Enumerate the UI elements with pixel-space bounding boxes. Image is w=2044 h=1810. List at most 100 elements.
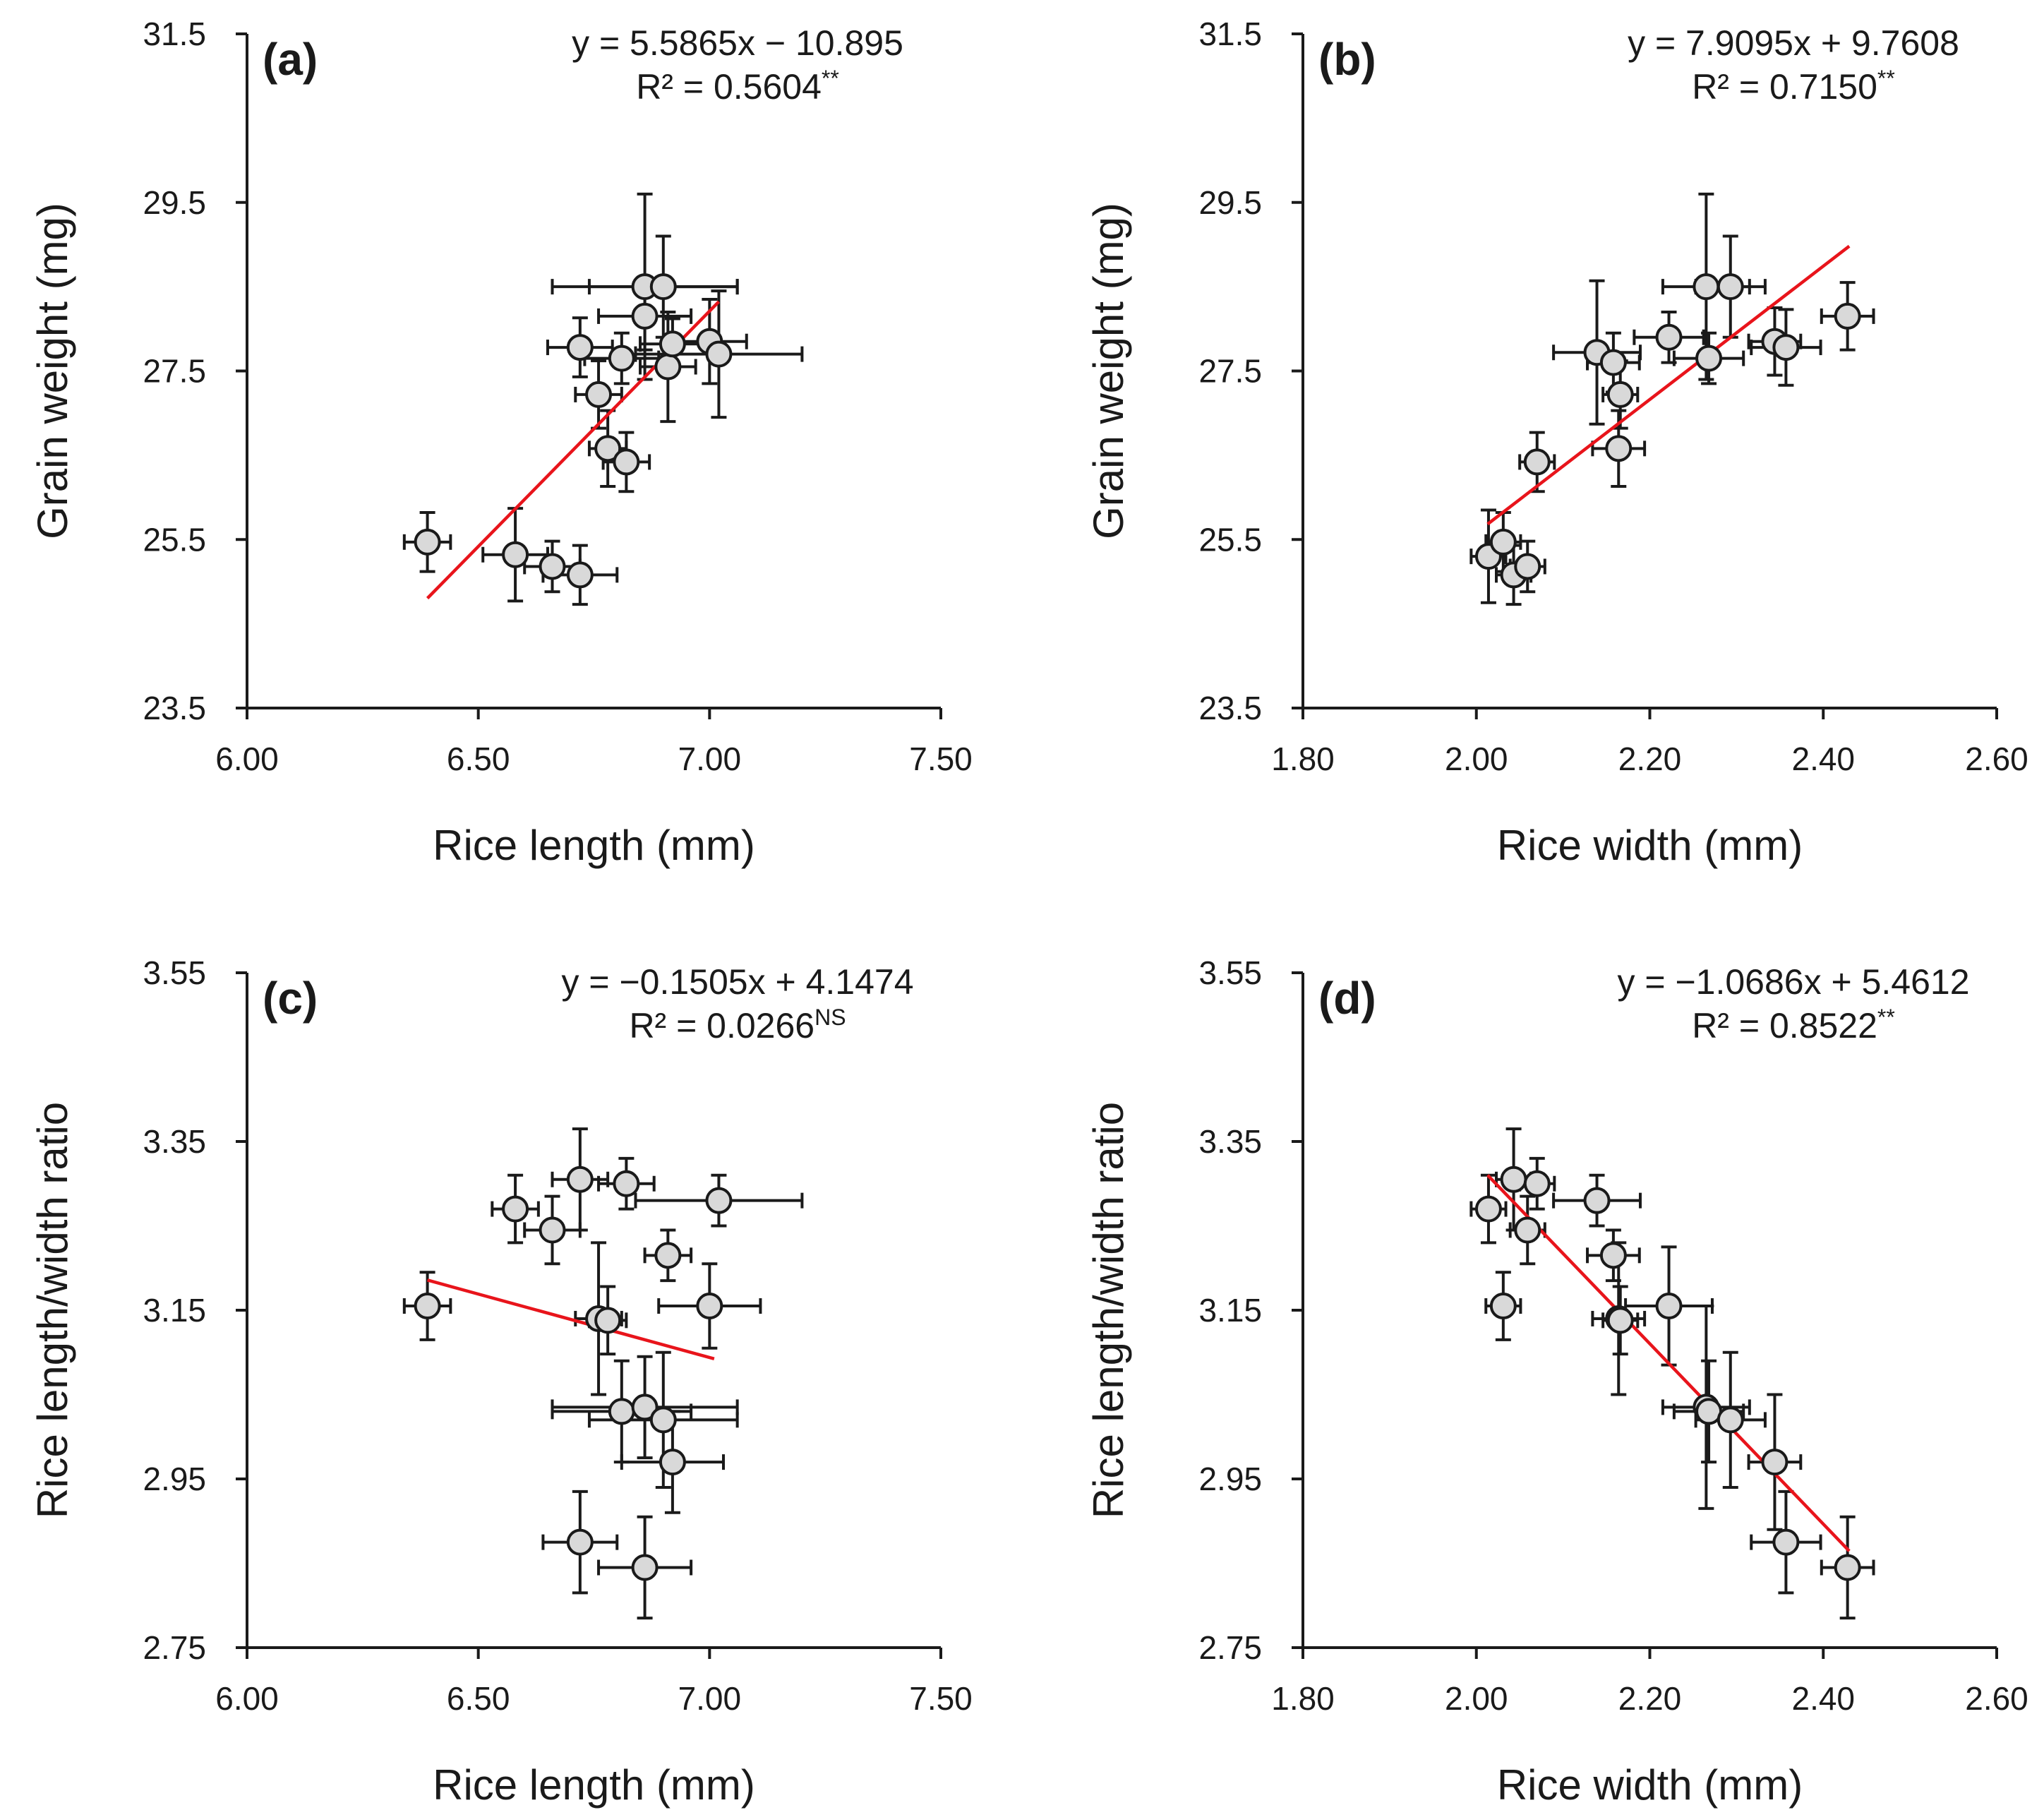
point-marker: [539, 553, 566, 580]
y-tick-label: 29.5: [143, 184, 206, 221]
data-point: [402, 1271, 452, 1341]
panel-label: (b): [1318, 34, 1376, 85]
y-tick-label: 3.35: [1198, 1123, 1262, 1160]
point-marker: [1599, 349, 1627, 376]
panel-label: (c): [263, 973, 318, 1024]
point-marker: [1523, 1170, 1551, 1197]
point-marker: [594, 435, 622, 462]
regression-line: [426, 1278, 715, 1361]
point-marker: [631, 1554, 659, 1581]
r-squared-text: R² = 0.7150**: [1692, 66, 1895, 107]
point-marker: [1489, 528, 1517, 556]
x-tick-label: 2.60: [1965, 1680, 2028, 1717]
significance-marker: **: [1877, 1005, 1895, 1030]
point-marker: [1599, 1242, 1627, 1269]
regression-equation: y = 7.9095x + 9.7608: [1628, 23, 1959, 63]
y-tick-label: 27.5: [1198, 353, 1262, 390]
x-tick-label: 7.00: [678, 741, 742, 777]
regression-line: [1486, 1174, 1851, 1552]
r-squared-text: R² = 0.8522**: [1692, 1005, 1895, 1045]
point-marker: [1655, 323, 1683, 351]
x-tick-label: 7.50: [909, 741, 973, 777]
point-marker: [414, 528, 441, 556]
point-marker: [608, 344, 635, 372]
y-tick-label: 2.75: [143, 1629, 206, 1666]
point-marker: [1605, 435, 1633, 462]
x-tick-label: 6.50: [447, 1680, 510, 1717]
point-marker: [654, 1242, 682, 1269]
point-marker: [502, 1195, 529, 1223]
point-marker: [566, 1528, 594, 1556]
point-marker: [649, 273, 677, 301]
x-tick-label: 2.40: [1791, 1680, 1855, 1717]
x-axis-title: Rice width (mm): [1497, 822, 1803, 869]
point-marker: [1693, 273, 1720, 301]
point-marker: [1500, 1165, 1527, 1193]
panel-label: (d): [1318, 973, 1376, 1024]
point-marker: [1655, 1293, 1683, 1320]
y-tick-label: 27.5: [143, 353, 206, 390]
point-marker: [1514, 553, 1541, 580]
x-tick-label: 2.40: [1791, 741, 1855, 777]
r-squared-value: R² = 0.5604: [636, 67, 822, 107]
significance-marker: **: [822, 66, 839, 91]
panel-b: 23.5 25.5 27.5 29.5 31.5 1.80 2.00 2.20 2.40 2.60…: [1085, 16, 2028, 869]
r-squared-text: R² = 0.0266NS: [629, 1005, 846, 1045]
point-marker: [1489, 1293, 1517, 1320]
regression-equation: y = −0.1505x + 4.1474: [561, 962, 913, 1002]
point-marker: [613, 1170, 640, 1197]
point-marker: [649, 1406, 677, 1434]
point-marker: [566, 561, 594, 589]
x-tick-label: 6.00: [215, 741, 279, 777]
point-marker: [613, 448, 640, 476]
x-tick-label: 6.50: [447, 741, 510, 777]
point-marker: [1695, 344, 1723, 372]
point-marker: [502, 541, 529, 568]
point-marker: [585, 380, 613, 408]
y-tick-label: 2.95: [1198, 1461, 1262, 1497]
point-marker: [1834, 302, 1861, 330]
y-tick-label: 3.15: [143, 1292, 206, 1329]
point-marker: [1717, 273, 1744, 301]
point-marker: [659, 330, 686, 358]
x-tick-label: 7.50: [909, 1680, 973, 1717]
point-marker: [654, 353, 682, 380]
x-axis-title: Rice length (mm): [433, 822, 755, 869]
y-tick-label: 31.5: [143, 16, 206, 52]
y-tick-label: 29.5: [1198, 184, 1262, 221]
y-tick-label: 2.75: [1198, 1629, 1262, 1666]
r-squared-value: R² = 0.8522: [1692, 1006, 1877, 1045]
panel-label: (a): [263, 34, 318, 85]
y-tick-label: 3.55: [1198, 954, 1262, 991]
x-tick-label: 2.20: [1618, 1680, 1682, 1717]
point-marker: [1514, 1216, 1541, 1244]
x-tick-label: 2.00: [1445, 1680, 1508, 1717]
y-tick-label: 3.15: [1198, 1292, 1262, 1329]
point-marker: [594, 1307, 622, 1334]
x-tick-label: 2.60: [1965, 741, 2028, 777]
x-tick-label: 6.00: [215, 1680, 279, 1717]
panel-a: 23.5 25.5 27.5 29.5 31.5 6.00 6.50 7.00 7.50 Rice…: [29, 16, 973, 869]
x-tick-label: 7.00: [678, 1680, 742, 1717]
panel-c: 2.75 2.95 3.15 3.35 3.55 6.00 6.50 7.00 7.50 Rice…: [29, 954, 973, 1809]
point-marker: [659, 1449, 686, 1476]
r-squared-value: R² = 0.7150: [1692, 67, 1877, 107]
point-marker: [705, 340, 733, 368]
y-axis-title: Rice length/width ratio: [29, 1102, 76, 1518]
y-tick-label: 23.5: [143, 690, 206, 726]
y-tick-label: 23.5: [1198, 690, 1262, 726]
y-tick-label: 31.5: [1198, 16, 1262, 52]
regression-equation: y = −1.0686x + 5.4612: [1617, 962, 1969, 1002]
point-marker: [1761, 1449, 1788, 1476]
panel-d: 2.75 2.95 3.15 3.35 3.55 1.80 2.00 2.20 2.40 2.60…: [1085, 954, 2028, 1809]
point-marker: [631, 1394, 659, 1421]
regression-equation: y = 5.5865x − 10.895: [572, 23, 903, 63]
y-axis-title: Grain weight (mg): [29, 203, 76, 539]
data-point: [491, 1173, 540, 1245]
point-marker: [566, 1165, 594, 1193]
significance-marker: **: [1877, 66, 1895, 91]
y-tick-label: 25.5: [1198, 521, 1262, 558]
x-axis-title: Rice width (mm): [1497, 1761, 1803, 1809]
point-marker: [1717, 1406, 1744, 1434]
